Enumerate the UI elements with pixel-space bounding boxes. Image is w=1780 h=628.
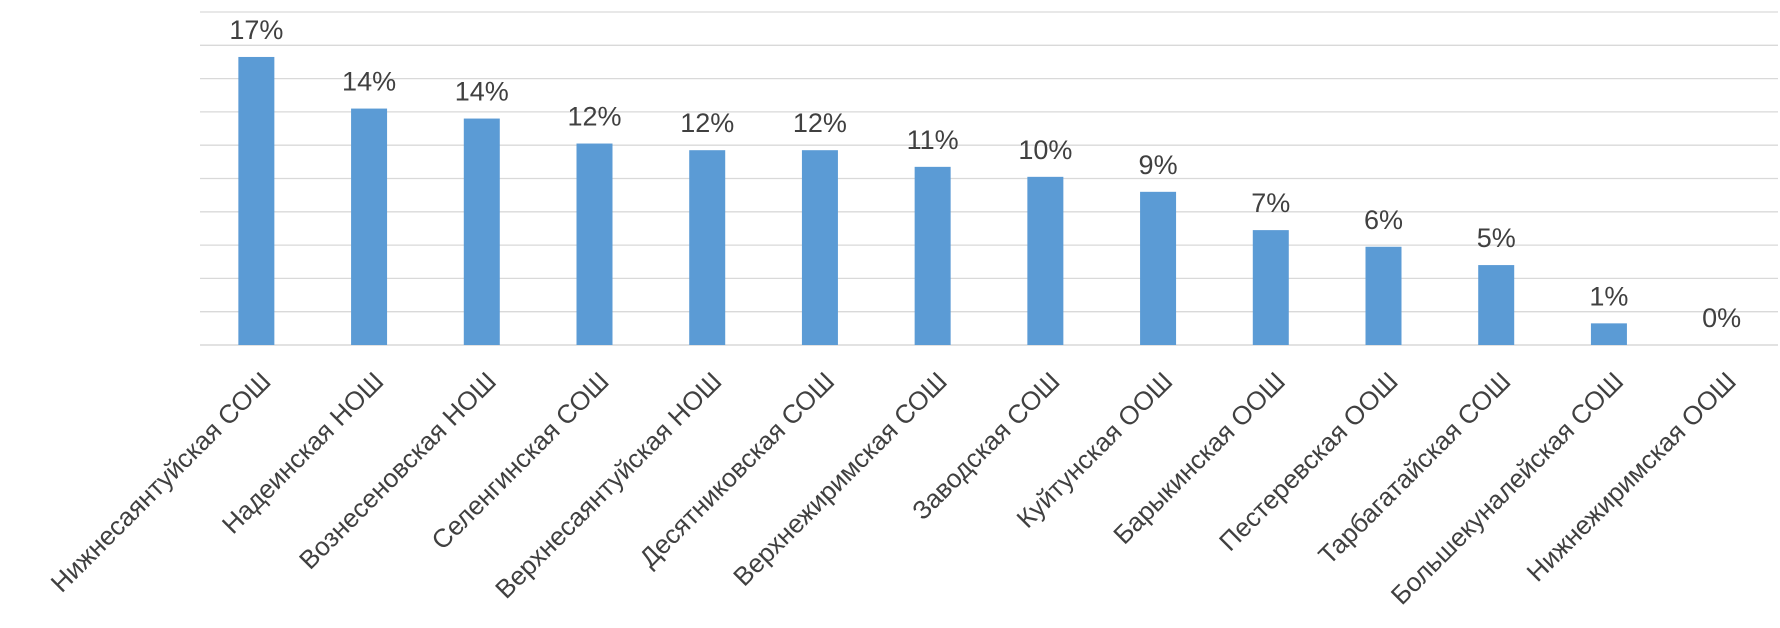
gridlines	[200, 11, 1778, 346]
category-label-14: Нижнежиримская ООШ	[1521, 366, 1742, 587]
category-label-7: Верхнежиримская СОШ	[727, 366, 953, 592]
bar-12	[1478, 265, 1515, 345]
bar-7	[914, 166, 951, 345]
data-label-5: 12%	[680, 108, 734, 138]
data-labels: 17% 14% 14% 12% 12% 12% 11% 10% 9% 7% 6% 5% 1% 0%	[229, 15, 1741, 333]
bars	[238, 56, 1627, 346]
data-label-13: 1%	[1589, 281, 1628, 311]
data-label-4: 12%	[567, 102, 621, 132]
data-label-10: 7%	[1251, 188, 1290, 218]
category-label-3: Вознесеновская НОШ	[293, 366, 502, 575]
data-label-11: 6%	[1364, 205, 1403, 235]
data-label-14: 0%	[1702, 303, 1741, 333]
bar-6	[801, 150, 838, 345]
data-label-3: 14%	[455, 77, 509, 107]
bar-10	[1252, 230, 1289, 345]
bar-2	[351, 108, 388, 345]
bar-5	[689, 150, 726, 345]
bar-3	[463, 118, 500, 345]
data-label-2: 14%	[342, 67, 396, 97]
category-label-1: Нижнесаянтуйская СОШ	[45, 366, 277, 598]
bar-8	[1027, 176, 1064, 345]
data-label-1: 17%	[229, 15, 283, 45]
data-label-12: 5%	[1477, 223, 1516, 253]
data-label-8: 10%	[1018, 135, 1072, 165]
data-label-7: 11%	[907, 125, 959, 155]
bar-13	[1590, 323, 1627, 345]
bar-9	[1140, 191, 1177, 345]
category-label-12: Тарбагатайская СОШ	[1312, 366, 1516, 570]
category-label-6: Десятниковская СОШ	[633, 366, 840, 573]
bar-11	[1365, 246, 1402, 345]
bar-1	[238, 56, 275, 346]
category-label-13: Большекуналейская СОШ	[1385, 366, 1629, 610]
data-label-6: 12%	[793, 108, 847, 138]
data-label-9: 9%	[1139, 150, 1178, 180]
category-label-5: Верхнесаянтуйская НОШ	[489, 366, 727, 604]
bar-4	[576, 143, 613, 345]
